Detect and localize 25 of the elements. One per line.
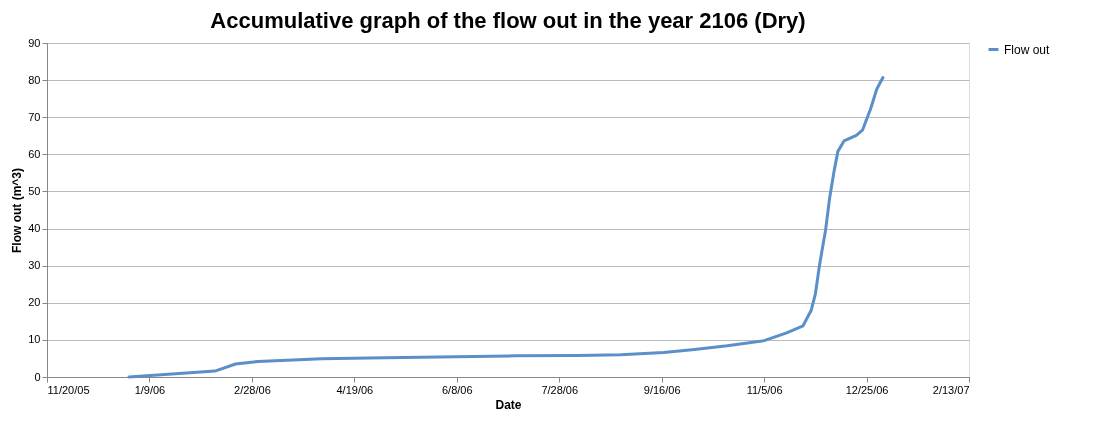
y-axis-title: Flow out (m^3) (10, 168, 25, 253)
y-tick-label: 90 (28, 36, 41, 49)
line-series (127, 76, 885, 379)
x-tick-label: 2/28/06 (234, 383, 271, 396)
y-tick-label: 80 (28, 73, 41, 86)
legend-label: Flow out (1004, 42, 1051, 57)
y-tick-label: 20 (28, 296, 41, 309)
x-tick-label: 11/5/06 (746, 383, 783, 396)
y-tick-label: 0 (34, 370, 41, 383)
y-tick-label: 70 (28, 110, 41, 123)
x-tick-label: 9/16/06 (643, 383, 681, 396)
y-tick-label: 60 (28, 147, 41, 160)
x-axis-title: Date (495, 397, 522, 412)
x-tick-label: 6/8/06 (441, 383, 473, 396)
y-tick-label: 40 (28, 222, 41, 235)
x-tick-label: 1/9/06 (134, 383, 166, 396)
y-tick-label: 50 (28, 184, 41, 197)
y-tick-label: 30 (28, 259, 41, 272)
x-tick-label: 11/20/05 (47, 383, 90, 396)
x-tick-label: 4/19/06 (336, 383, 374, 396)
chart-title: Accumulative graph of the flow out in the year 2106 (Dry) (210, 8, 806, 33)
x-tick-label: 12/25/06 (845, 383, 889, 396)
x-tick-label: 2/13/07 (932, 383, 970, 396)
y-tick-label: 10 (28, 333, 41, 346)
x-tick-label: 7/28/06 (541, 383, 579, 396)
